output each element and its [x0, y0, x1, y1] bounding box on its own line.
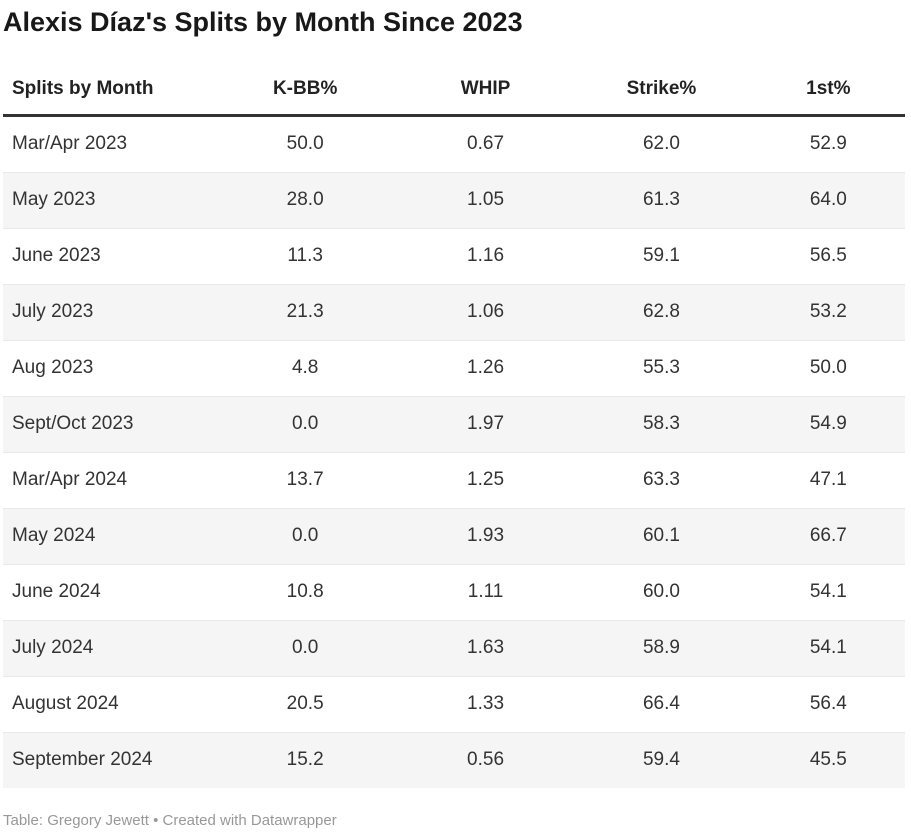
- cell-value: 54.1: [809, 581, 847, 602]
- attribution: Table: Gregory Jewett • Created with Dat…: [3, 812, 337, 829]
- splits-table: Splits by Month K-BB% WHIP Strike% 1st% …: [3, 72, 905, 788]
- cell-value: 50.0: [286, 133, 324, 154]
- table-header: Splits by Month K-BB% WHIP Strike% 1st%: [3, 72, 905, 117]
- chart-title: Alexis Díaz's Splits by Month Since 2023: [3, 7, 523, 37]
- row-label: June 2023: [12, 245, 101, 266]
- table-row: July 2023 21.3 1.06 62.8 53.2: [3, 284, 905, 341]
- cell-value: 62.8: [642, 301, 680, 322]
- cell-value: 58.9: [642, 637, 680, 658]
- table-row: May 2024 0.0 1.93 60.1 66.7: [3, 508, 905, 565]
- cell-value: 1.16: [467, 245, 505, 266]
- cell-value: 1.06: [467, 301, 505, 322]
- cell-value: 60.1: [642, 525, 680, 546]
- cell-value: 52.9: [809, 133, 847, 154]
- cell-value: 0.0: [291, 637, 319, 658]
- cell-value: 1.26: [467, 357, 505, 378]
- cell-value: 1.97: [467, 413, 505, 434]
- table-row: Aug 2023 4.8 1.26 55.3 50.0: [3, 340, 905, 397]
- table-row: August 2024 20.5 1.33 66.4 56.4: [3, 676, 905, 733]
- cell-value: 45.5: [809, 749, 847, 770]
- col-header-whip: WHIP: [399, 72, 572, 117]
- cell-value: 0.67: [467, 133, 505, 154]
- table-row: May 2023 28.0 1.05 61.3 64.0: [3, 172, 905, 229]
- cell-value: 66.7: [809, 525, 847, 546]
- cell-value: 10.8: [286, 581, 324, 602]
- cell-value: 59.1: [642, 245, 680, 266]
- cell-value: 21.3: [286, 301, 324, 322]
- table-row: Mar/Apr 2024 13.7 1.25 63.3 47.1: [3, 452, 905, 509]
- cell-value: 56.4: [809, 693, 847, 714]
- cell-value: 55.3: [642, 357, 680, 378]
- col-header-strike-pct: Strike%: [571, 72, 752, 117]
- row-label: June 2024: [12, 581, 101, 602]
- row-label: July 2024: [12, 637, 94, 658]
- cell-value: 0.56: [467, 749, 505, 770]
- cell-value: 63.3: [642, 469, 680, 490]
- row-label: May 2024: [12, 525, 96, 546]
- cell-value: 61.3: [642, 189, 680, 210]
- table-row: September 2024 15.2 0.56 59.4 45.5: [3, 732, 905, 788]
- table-row: July 2024 0.0 1.63 58.9 54.1: [3, 620, 905, 677]
- cell-value: 50.0: [809, 357, 847, 378]
- col-header-k-bb-pct: K-BB%: [210, 72, 400, 117]
- cell-value: 54.1: [809, 637, 847, 658]
- header-row: Splits by Month K-BB% WHIP Strike% 1st%: [3, 72, 905, 117]
- cell-value: 15.2: [286, 749, 324, 770]
- cell-value: 47.1: [809, 469, 847, 490]
- cell-value: 1.93: [467, 525, 505, 546]
- cell-value: 53.2: [809, 301, 847, 322]
- table-row: June 2023 11.3 1.16 59.1 56.5: [3, 228, 905, 285]
- col-header-1st-pct: 1st%: [751, 72, 905, 117]
- row-label: September 2024: [12, 749, 153, 770]
- cell-value: 0.0: [291, 413, 319, 434]
- table-row: June 2024 10.8 1.11 60.0 54.1: [3, 564, 905, 621]
- cell-value: 0.0: [291, 525, 319, 546]
- row-label: May 2023: [12, 189, 96, 210]
- row-label: Mar/Apr 2023: [12, 133, 128, 154]
- cell-value: 1.05: [467, 189, 505, 210]
- row-label: Mar/Apr 2024: [12, 469, 128, 490]
- table-row: Sept/Oct 2023 0.0 1.97 58.3 54.9: [3, 396, 905, 453]
- table-body: Mar/Apr 2023 50.0 0.67 62.0 52.9 May 2023 28.0…: [3, 116, 905, 788]
- row-label: Sept/Oct 2023: [12, 413, 134, 434]
- cell-value: 54.9: [809, 413, 847, 434]
- cell-value: 1.25: [467, 469, 505, 490]
- cell-value: 64.0: [809, 189, 847, 210]
- table-row: Mar/Apr 2023 50.0 0.67 62.0 52.9: [3, 116, 905, 173]
- row-label: Aug 2023: [12, 357, 94, 378]
- cell-value: 11.3: [287, 245, 323, 266]
- cell-value: 62.0: [642, 133, 680, 154]
- cell-value: 59.4: [642, 749, 680, 770]
- cell-value: 13.7: [286, 469, 324, 490]
- cell-value: 1.33: [467, 693, 505, 714]
- col-header-splits-by-month: Splits by Month: [3, 72, 211, 117]
- cell-value: 1.63: [467, 637, 505, 658]
- cell-value: 28.0: [286, 189, 324, 210]
- cell-value: 56.5: [809, 245, 847, 266]
- cell-value: 58.3: [642, 413, 680, 434]
- row-label: August 2024: [12, 693, 119, 714]
- cell-value: 66.4: [642, 693, 680, 714]
- cell-value: 20.5: [286, 693, 324, 714]
- cell-value: 1.11: [467, 581, 504, 602]
- cell-value: 4.8: [291, 357, 319, 378]
- cell-value: 60.0: [642, 581, 680, 602]
- row-label: July 2023: [12, 301, 94, 322]
